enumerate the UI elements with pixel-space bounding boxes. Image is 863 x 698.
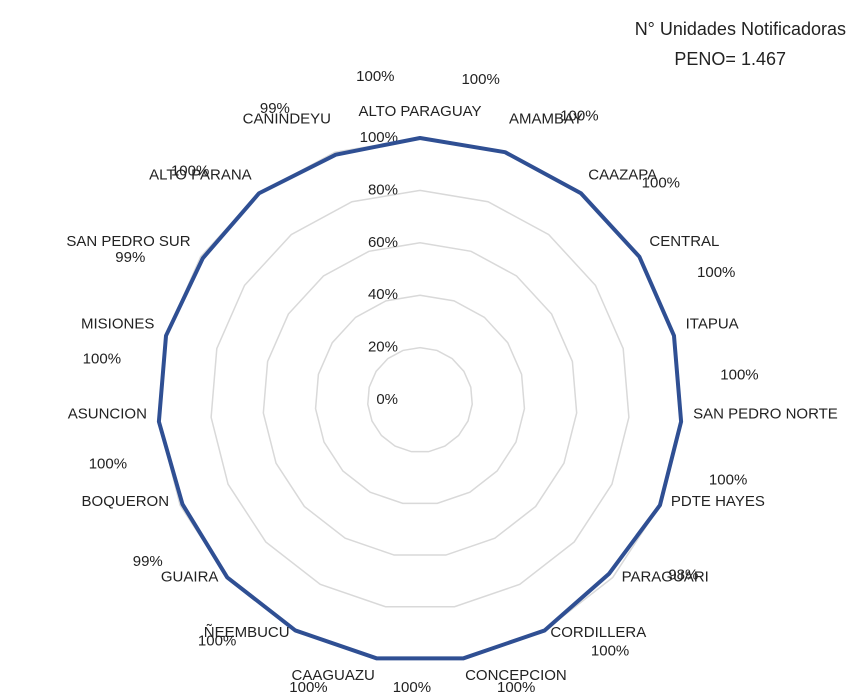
category-label: GUAIRA xyxy=(161,569,219,586)
category-label: ÑEEMBUCU xyxy=(204,624,290,641)
value-label: 100% xyxy=(461,71,499,88)
category-label: CENTRAL xyxy=(649,233,719,250)
value-label: 100% xyxy=(720,367,758,384)
value-label: 100% xyxy=(560,107,598,124)
category-label: SAN PEDRO SUR xyxy=(66,233,190,250)
value-label: 100% xyxy=(198,632,236,649)
r-tick-label: 80% xyxy=(368,181,398,198)
category-label: AMAMBAY xyxy=(509,111,583,128)
value-label: 100% xyxy=(171,162,209,179)
r-tick-label: 100% xyxy=(360,129,398,146)
value-label: 100% xyxy=(709,471,747,488)
category-label: ASUNCION xyxy=(68,406,147,423)
value-label: 98% xyxy=(668,567,698,584)
grid-ring xyxy=(367,346,473,453)
r-tick-label: 20% xyxy=(368,339,398,356)
category-label: PDTE HAYES xyxy=(671,493,765,510)
series-line xyxy=(156,136,684,661)
value-label: 100% xyxy=(83,350,121,367)
value-label: 100% xyxy=(393,679,431,696)
value-label: 100% xyxy=(591,642,629,659)
chart-title: N° Unidades Notificadoras xyxy=(635,19,846,39)
category-label: CORDILLERA xyxy=(550,624,646,641)
category-label: CANINDEYU xyxy=(243,111,331,128)
value-label: 100% xyxy=(642,174,680,191)
grid-ring xyxy=(210,189,630,608)
value-label: 100% xyxy=(89,456,127,473)
value-label: 99% xyxy=(115,249,145,266)
category-label: CAAGUAZU xyxy=(292,667,375,684)
category-label: SAN PEDRO NORTE xyxy=(693,406,838,423)
category-label: CONCEPCION xyxy=(465,667,567,684)
r-tick-label: 60% xyxy=(368,234,398,251)
value-label: 100% xyxy=(289,679,327,696)
r-tick-label: 0% xyxy=(376,391,398,408)
value-label: 99% xyxy=(260,100,290,117)
value-label: 99% xyxy=(133,553,163,570)
category-label: ALTO PARAGUAY xyxy=(358,103,481,120)
grid-ring xyxy=(314,294,526,505)
chart-subtitle: PENO= 1.467 xyxy=(674,49,786,69)
r-tick-label: 40% xyxy=(368,286,398,303)
grid-ring xyxy=(262,242,578,556)
category-label: ALTO PARANA xyxy=(149,167,252,184)
value-label: 100% xyxy=(356,68,394,85)
category-label: BOQUERON xyxy=(82,493,170,510)
category-label: ITAPUA xyxy=(686,316,739,333)
value-label: 100% xyxy=(697,264,735,281)
value-label: 100% xyxy=(497,679,535,696)
category-label: MISIONES xyxy=(81,316,154,333)
category-label: CAAZAPA xyxy=(588,167,657,184)
category-label: PARAGUARI xyxy=(622,569,709,586)
